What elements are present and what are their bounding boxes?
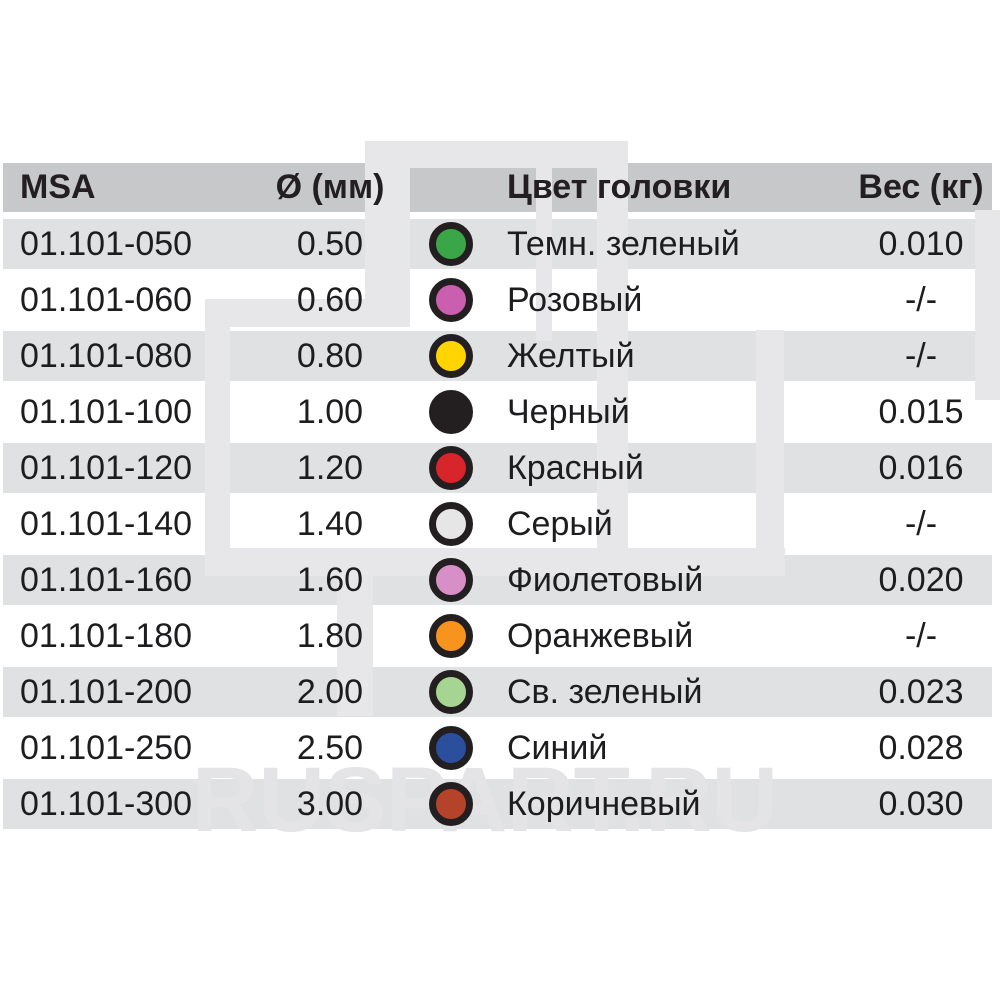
head-color-dot xyxy=(429,782,473,826)
msa-cell: 01.101-250 xyxy=(20,728,193,767)
head-color-dot xyxy=(429,278,473,322)
weight-cell: 0.030 xyxy=(878,784,964,823)
msa-cell: 01.101-100 xyxy=(20,392,193,431)
head-color-dot xyxy=(429,222,473,266)
head-color-dot xyxy=(429,502,473,546)
head-color-dot xyxy=(429,390,473,434)
table-row: 01.101-200 2.00 Св. зеленый 0.023 xyxy=(3,667,992,717)
weight-cell: -/- xyxy=(904,616,938,655)
head-color-dot xyxy=(429,670,473,714)
color-name-cell: Серый xyxy=(507,504,613,543)
color-name-cell: Красный xyxy=(507,448,644,487)
weight-cell: -/- xyxy=(904,504,938,543)
head-color-dot xyxy=(429,558,473,602)
table-header: MSA Ø (мм) Цвет головки Вес (кг) xyxy=(3,163,992,212)
col-header-msa: MSA xyxy=(20,168,96,206)
table-row: 01.101-080 0.80 Желтый -/- xyxy=(3,331,992,381)
weight-cell: 0.016 xyxy=(878,448,964,487)
table-row: 01.101-140 1.40 Серый -/- xyxy=(3,499,992,549)
head-color-dot xyxy=(429,614,473,658)
stripe xyxy=(3,443,992,493)
diameter-cell: 1.80 xyxy=(296,616,364,655)
msa-cell: 01.101-140 xyxy=(20,504,193,543)
table-row: 01.101-180 1.80 Оранжевый -/- xyxy=(3,611,992,661)
table-row: 01.101-100 1.00 Черный 0.015 xyxy=(3,387,992,437)
stripe xyxy=(3,331,992,381)
diameter-cell: 0.50 xyxy=(296,224,364,263)
weight-cell: -/- xyxy=(904,280,938,319)
head-color-dot xyxy=(429,334,473,378)
msa-cell: 01.101-120 xyxy=(20,448,193,487)
weight-cell: -/- xyxy=(904,336,938,375)
col-header-diameter: Ø (мм) xyxy=(275,168,385,206)
msa-cell: 01.101-180 xyxy=(20,616,193,655)
col-header-weight: Вес (кг) xyxy=(858,168,984,206)
diameter-cell: 2.00 xyxy=(296,672,364,711)
color-name-cell: Коричневый xyxy=(507,784,701,823)
msa-cell: 01.101-080 xyxy=(20,336,193,375)
color-name-cell: Фиолетовый xyxy=(507,560,704,599)
diameter-cell: 3.00 xyxy=(296,784,364,823)
table-row: 01.101-300 3.00 Коричневый 0.030 xyxy=(3,779,992,829)
msa-cell: 01.101-200 xyxy=(20,672,193,711)
msa-cell: 01.101-160 xyxy=(20,560,193,599)
msa-cell: 01.101-050 xyxy=(20,224,193,263)
color-name-cell: Черный xyxy=(507,392,630,431)
stripe xyxy=(3,219,992,269)
table-row: 01.101-120 1.20 Красный 0.016 xyxy=(3,443,992,493)
msa-cell: 01.101-300 xyxy=(20,784,193,823)
weight-cell: 0.023 xyxy=(878,672,964,711)
color-name-cell: Темн. зеленый xyxy=(507,224,740,263)
color-name-cell: Св. зеленый xyxy=(507,672,703,711)
weight-cell: 0.020 xyxy=(878,560,964,599)
table-row: 01.101-250 2.50 Синий 0.028 xyxy=(3,723,992,773)
col-header-color: Цвет головки xyxy=(507,168,732,206)
table-row: 01.101-160 1.60 Фиолетовый 0.020 xyxy=(3,555,992,605)
color-name-cell: Розовый xyxy=(507,280,643,319)
msa-cell: 01.101-060 xyxy=(20,280,193,319)
weight-cell: 0.015 xyxy=(878,392,964,431)
stripe xyxy=(3,779,992,829)
weight-cell: 0.028 xyxy=(878,728,964,767)
stripe xyxy=(3,667,992,717)
color-name-cell: Синий xyxy=(507,728,608,767)
table-row: 01.101-050 0.50 Темн. зеленый 0.010 xyxy=(3,219,992,269)
diameter-cell: 0.60 xyxy=(296,280,364,319)
head-color-dot xyxy=(429,446,473,490)
color-name-cell: Желтый xyxy=(507,336,635,375)
diameter-cell: 1.40 xyxy=(296,504,364,543)
diameter-cell: 1.20 xyxy=(296,448,364,487)
weight-cell: 0.010 xyxy=(878,224,964,263)
color-name-cell: Оранжевый xyxy=(507,616,694,655)
diameter-cell: 2.50 xyxy=(296,728,364,767)
diameter-cell: 1.00 xyxy=(296,392,364,431)
stripe xyxy=(3,163,992,212)
diameter-cell: 1.60 xyxy=(296,560,364,599)
head-color-dot xyxy=(429,726,473,770)
table-row: 01.101-060 0.60 Розовый -/- xyxy=(3,275,992,325)
diameter-cell: 0.80 xyxy=(296,336,364,375)
